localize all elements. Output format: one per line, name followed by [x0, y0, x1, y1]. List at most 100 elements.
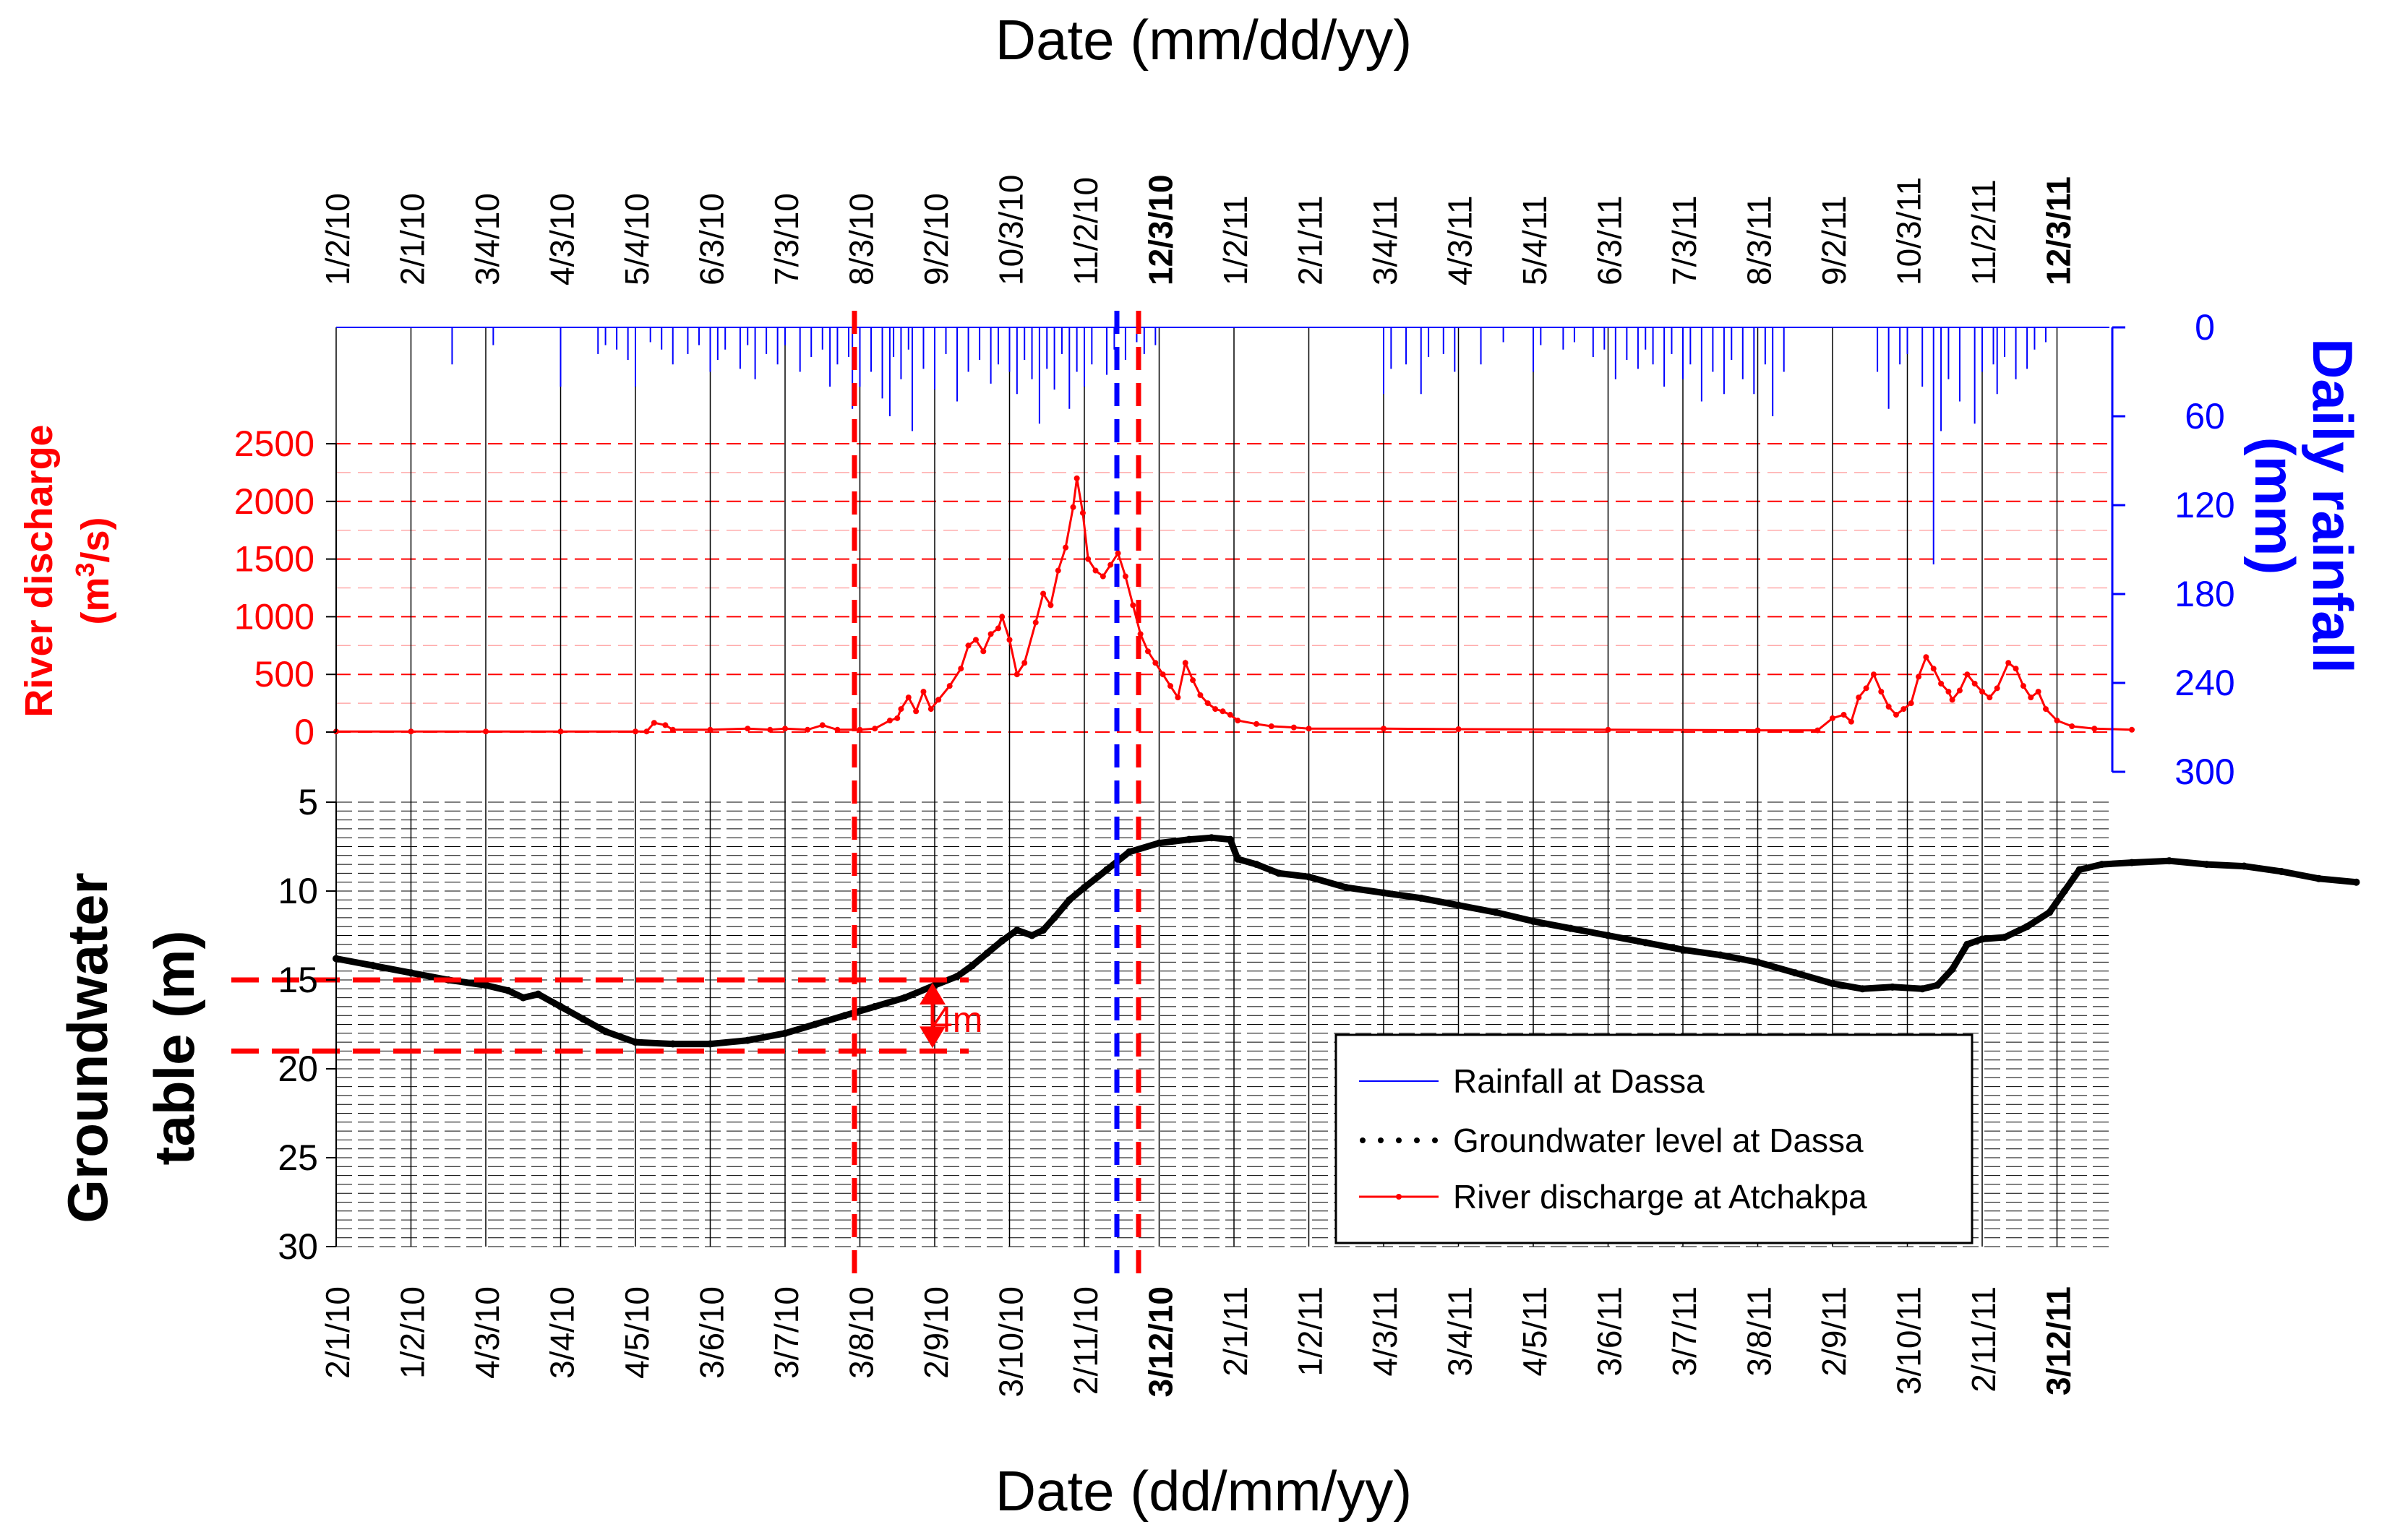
river-discharge-point	[1908, 700, 1914, 707]
river-discharge-point	[2054, 718, 2060, 724]
top-tick-label: 1/2/10	[319, 193, 356, 285]
top-tick-label: 4/3/11	[1441, 196, 1479, 285]
rainfall-axis-tick-label: 240	[2174, 663, 2234, 703]
river-discharge-point	[1863, 685, 1869, 692]
groundwater-point	[1604, 932, 1612, 939]
top-tick-label: 8/3/10	[843, 193, 880, 285]
legend-rainfall: Rainfall at Dassa	[1453, 1062, 1705, 1100]
river-discharge-point	[1956, 687, 1963, 694]
groundwater-point	[901, 994, 909, 1002]
river-discharge-point	[1167, 683, 1174, 689]
legend-river: River discharge at Atchakpa	[1453, 1178, 1867, 1216]
river-discharge-point	[987, 631, 994, 637]
river-discharge-point	[2069, 723, 2075, 730]
groundwater-point	[1530, 917, 1537, 925]
groundwater-point	[1066, 896, 1073, 904]
groundwater-point	[1380, 889, 1387, 897]
river-discharge-point	[1137, 631, 1144, 637]
bottom-tick-label: 3/7/10	[768, 1286, 805, 1379]
top-tick-label: 9/2/11	[1815, 196, 1853, 285]
river-discharge-point	[1923, 654, 1929, 661]
top-tick-label: 5/4/11	[1516, 196, 1554, 285]
groundwater-point	[2098, 861, 2106, 869]
groundwater-point	[2278, 867, 2285, 875]
river-discharge-point	[1930, 666, 1937, 672]
river-discharge-point	[1040, 590, 1047, 597]
river-discharge-point	[1235, 718, 1241, 724]
river-discharge-point	[1938, 680, 1945, 687]
bottom-tick-label: 4/3/10	[468, 1286, 506, 1379]
river-discharge-point	[767, 726, 773, 733]
groundwater-point	[1454, 901, 1462, 909]
groundwater-label-line1: Groundwater	[56, 872, 119, 1223]
axes: 0 500 1000 1500 2000 2500 0 60 120 180 240 300 5 10 15…	[234, 307, 2235, 1267]
top-tick-label: 11/2/11	[1965, 179, 2002, 285]
bottom-tick-label: 1/2/10	[394, 1286, 432, 1379]
bottom-tick-label: 2/1/11	[1217, 1286, 1254, 1376]
top-tick-label: 7/3/11	[1666, 196, 1703, 285]
rainfall-axis-tick-label: 60	[2185, 396, 2225, 436]
annotation-4m: 4m	[933, 999, 982, 1040]
river-discharge-point	[557, 728, 564, 735]
river-discharge-label-line1: River discharge	[17, 424, 61, 717]
groundwater-point	[2352, 878, 2360, 886]
groundwater-point	[2075, 866, 2083, 874]
groundwater-axis-tick-label: 10	[278, 871, 318, 911]
rainfall-axis-tick-label: 180	[2174, 574, 2234, 614]
bottom-tick-label: 3/6/11	[1591, 1286, 1629, 1376]
river-discharge-point	[1964, 671, 1971, 678]
groundwater-point	[1342, 884, 1350, 892]
river-axis-tick-label: 2500	[234, 423, 314, 464]
groundwater-point	[1040, 926, 1047, 934]
bottom-tick-label: 4/5/11	[1516, 1286, 1554, 1376]
river-discharge-point	[898, 706, 904, 713]
river-discharge-point	[819, 722, 826, 728]
rainfall-axis-tick-label: 300	[2174, 752, 2234, 792]
groundwater-point	[1948, 965, 1956, 973]
river-axis-tick-label: 1500	[234, 539, 314, 580]
groundwater-point	[1888, 983, 1896, 991]
groundwater-point	[369, 962, 377, 970]
annotation-arrow-head-down	[920, 1026, 946, 1049]
legend-box	[1334, 1033, 1974, 1244]
river-discharge-point	[1754, 727, 1761, 734]
river-discharge-point	[965, 642, 972, 649]
groundwater-point	[632, 1038, 639, 1046]
river-discharge-point	[894, 715, 901, 721]
river-discharge-point	[995, 625, 1001, 632]
groundwater-point	[1963, 940, 1971, 948]
groundwater-point	[1275, 869, 1283, 877]
groundwater-point	[1028, 932, 1036, 939]
bottom-tick-label: 2/9/11	[1815, 1286, 1853, 1376]
river-discharge-point	[1197, 692, 1204, 698]
bottom-tick-label: 1/2/11	[1292, 1286, 1329, 1376]
top-tick-label: 3/4/10	[468, 193, 506, 285]
river-discharge-point	[834, 726, 841, 733]
river-discharge-point	[1032, 619, 1039, 626]
river-discharge-point	[1945, 689, 1952, 695]
groundwater-point	[1185, 835, 1193, 843]
groundwater-point	[1754, 958, 1762, 966]
river-discharge-point	[913, 708, 920, 715]
river-discharge-point	[1893, 712, 1899, 718]
river-discharge-point	[1268, 723, 1274, 730]
top-tick-label: 2/1/11	[1292, 196, 1329, 285]
river-discharge-point	[1055, 567, 1061, 574]
river-discharge-point	[1900, 706, 1907, 713]
groundwater-axis-tick-label: 5	[298, 782, 318, 822]
river-discharge-point	[1870, 671, 1877, 678]
groundwater-point	[1050, 913, 1058, 921]
groundwater-point	[871, 1002, 879, 1010]
groundwater-point	[579, 1015, 587, 1023]
groundwater-point	[1679, 946, 1687, 954]
groundwater-point	[1253, 861, 1261, 869]
river-discharge-point	[920, 689, 927, 695]
river-axis-tick-label: 2000	[234, 481, 314, 522]
river-discharge-point	[1848, 718, 1854, 725]
bottom-axis-title: Date (dd/mm/yy)	[995, 1459, 1412, 1523]
bottom-tick-label: 3/4/10	[544, 1286, 581, 1379]
groundwater-point	[1234, 855, 1242, 863]
groundwater-point	[1829, 979, 1836, 987]
groundwater-point	[1567, 924, 1574, 932]
bottom-tick-label: 2/11/10	[1067, 1286, 1105, 1395]
